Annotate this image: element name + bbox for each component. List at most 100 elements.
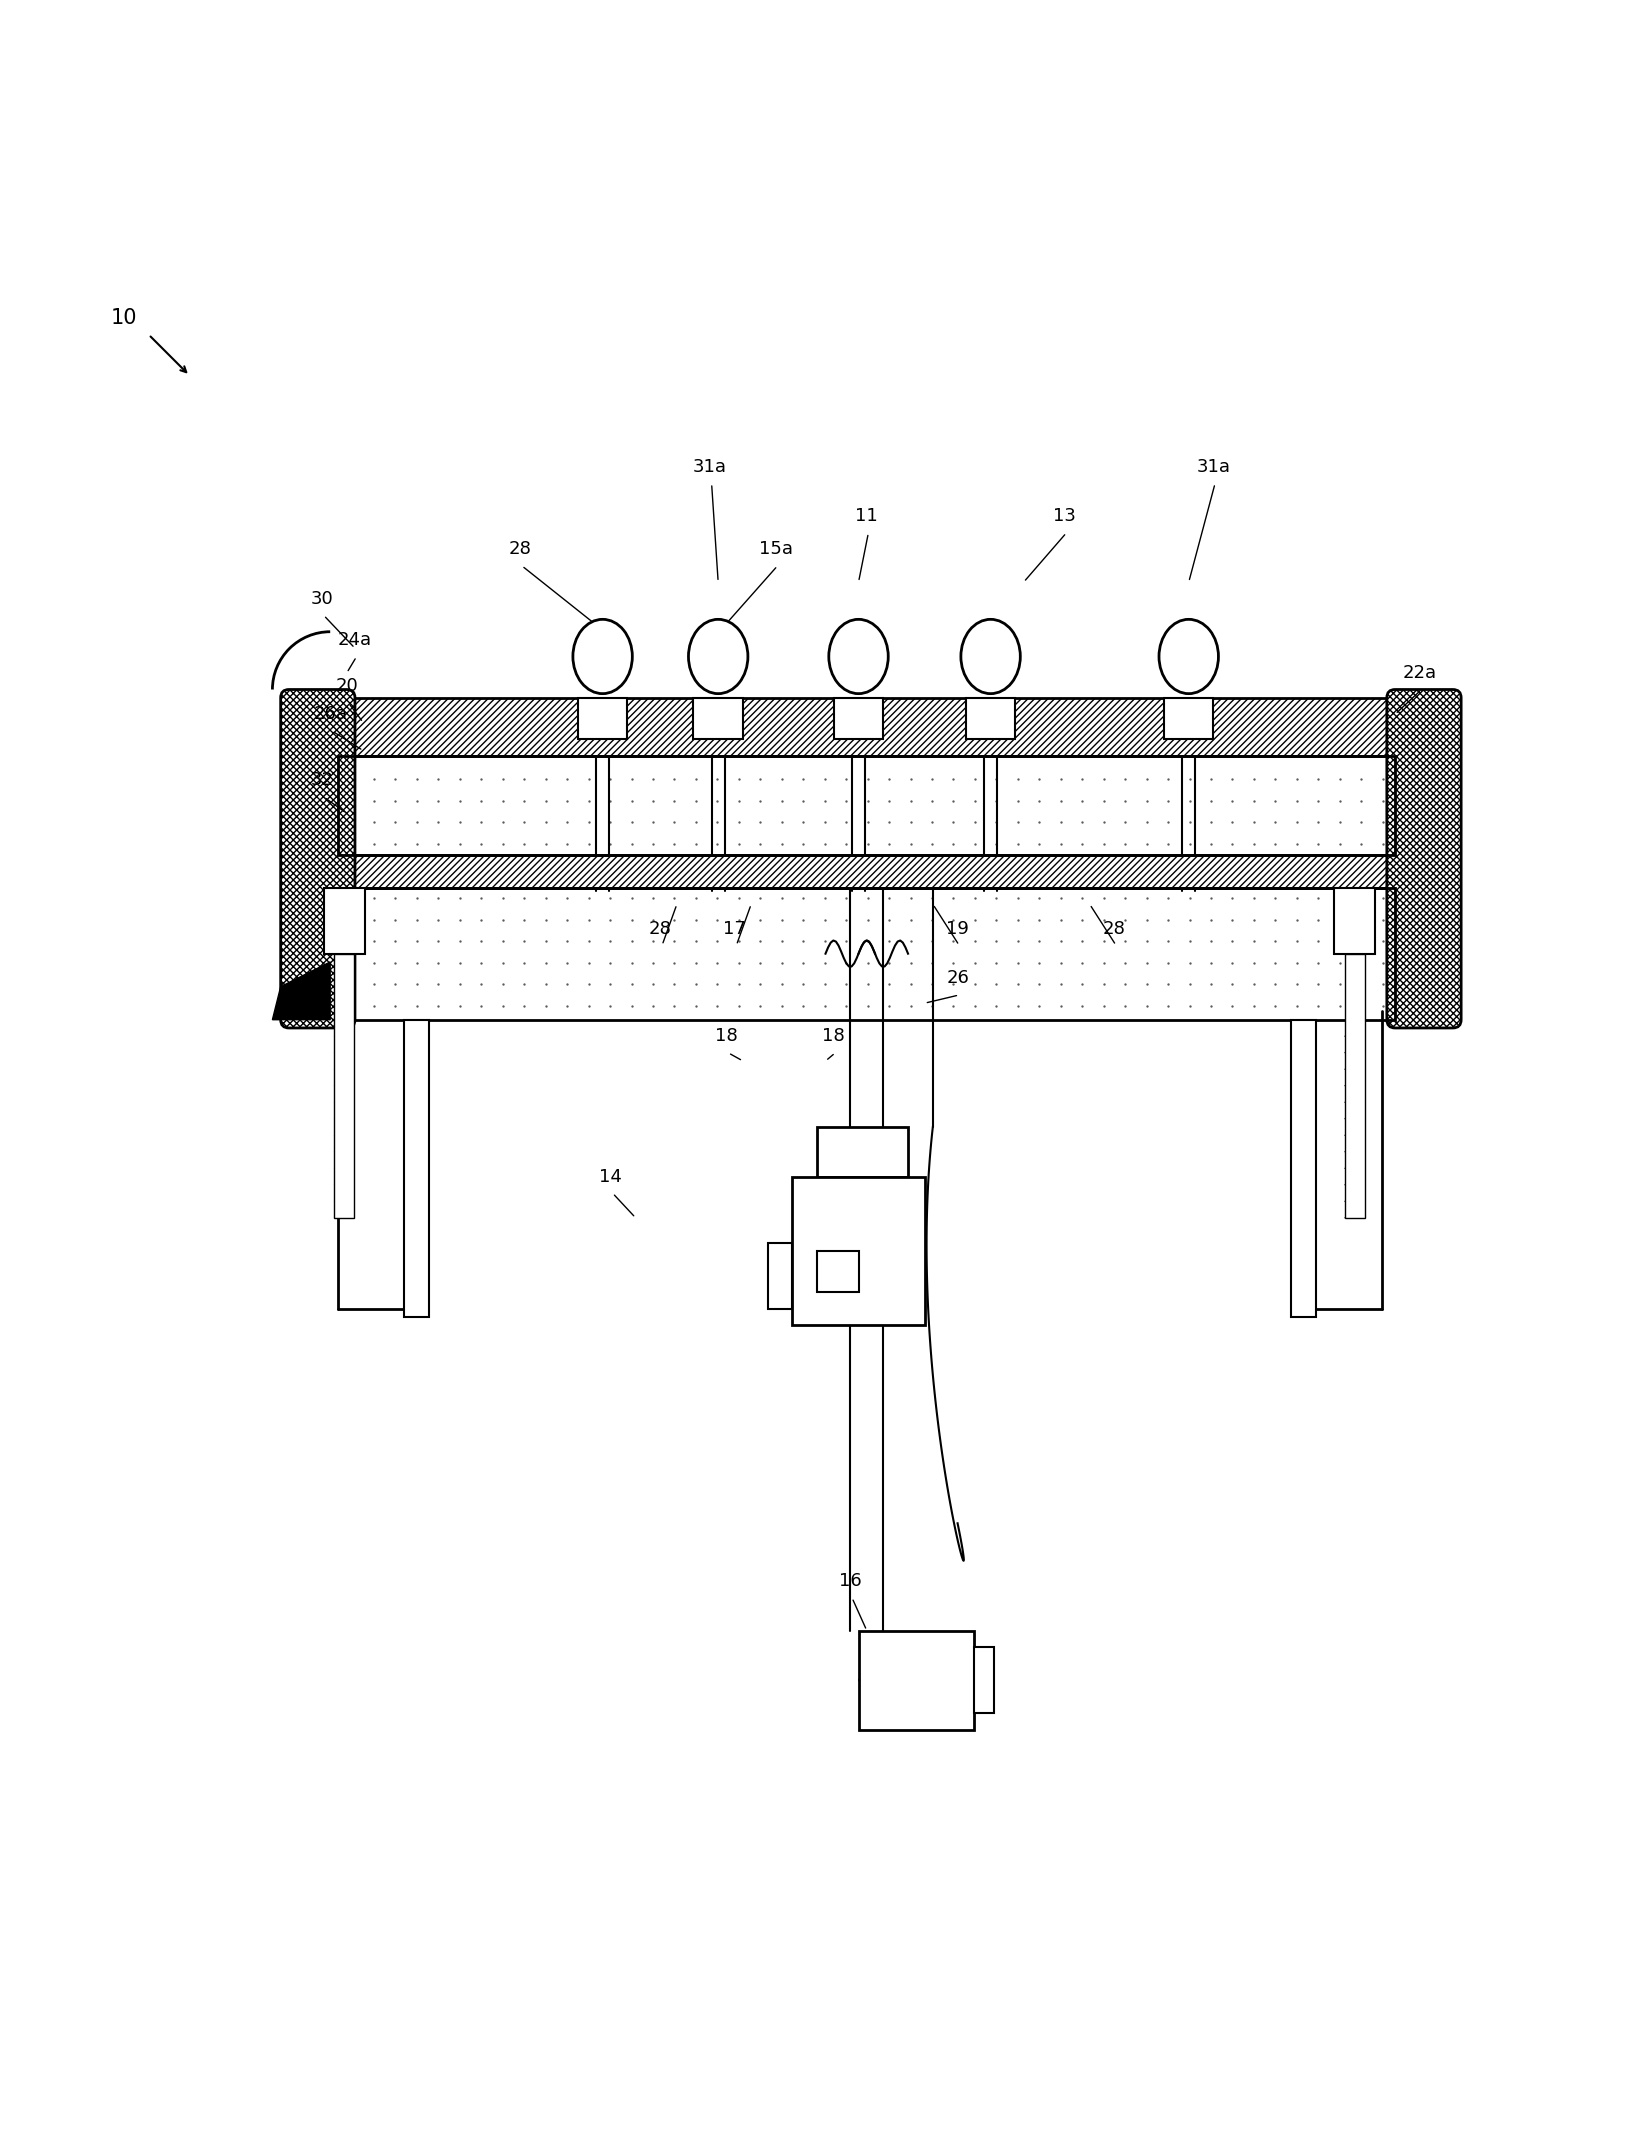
- Point: [705, 903, 731, 937]
- Point: [834, 946, 860, 981]
- Point: [941, 903, 967, 937]
- Point: [490, 989, 517, 1024]
- Point: [1156, 881, 1182, 916]
- Point: [877, 903, 903, 937]
- Point: [705, 946, 731, 981]
- Point: [1134, 763, 1161, 797]
- Point: [403, 924, 429, 959]
- Text: 28: 28: [1103, 920, 1126, 937]
- Point: [1048, 924, 1075, 959]
- Point: [1263, 946, 1289, 981]
- Point: [941, 946, 967, 981]
- Point: [791, 828, 817, 862]
- Point: [941, 968, 967, 1002]
- Point: [1284, 989, 1311, 1024]
- Text: 14: 14: [599, 1168, 622, 1185]
- Point: [512, 946, 538, 981]
- Point: [963, 828, 989, 862]
- Point: [726, 924, 753, 959]
- Point: [855, 903, 882, 937]
- Point: [1134, 989, 1161, 1024]
- Point: [769, 924, 796, 959]
- Point: [1156, 784, 1182, 819]
- Point: [512, 828, 538, 862]
- Point: [791, 989, 817, 1024]
- Point: [984, 903, 1010, 937]
- Point: [855, 784, 882, 819]
- Point: [1263, 924, 1289, 959]
- Point: [662, 881, 688, 916]
- Point: [512, 903, 538, 937]
- Point: [1113, 989, 1139, 1024]
- Point: [812, 924, 839, 959]
- Point: [855, 806, 882, 840]
- Point: [1134, 784, 1161, 819]
- Point: [1242, 946, 1268, 981]
- Point: [984, 784, 1010, 819]
- Point: [963, 784, 989, 819]
- Point: [877, 924, 903, 959]
- Point: [1370, 806, 1397, 840]
- Point: [1284, 924, 1311, 959]
- Point: [834, 763, 860, 797]
- Point: [834, 989, 860, 1024]
- Point: [705, 968, 731, 1002]
- Point: [1156, 806, 1182, 840]
- Point: [641, 806, 667, 840]
- Point: [1306, 903, 1332, 937]
- Point: [619, 828, 646, 862]
- Point: [641, 968, 667, 1002]
- Point: [898, 806, 925, 840]
- Point: [1370, 946, 1397, 981]
- Point: [1220, 784, 1247, 819]
- Point: [360, 828, 386, 862]
- Point: [1284, 828, 1311, 862]
- Point: [619, 881, 646, 916]
- Point: [598, 968, 624, 1002]
- Point: [490, 968, 517, 1002]
- Point: [1263, 903, 1289, 937]
- Point: [855, 828, 882, 862]
- Point: [1005, 924, 1032, 959]
- Point: [1242, 763, 1268, 797]
- Point: [469, 763, 495, 797]
- Point: [1027, 924, 1053, 959]
- Point: [812, 903, 839, 937]
- Bar: [338, 888, 1395, 1019]
- Point: [619, 946, 646, 981]
- Point: [877, 784, 903, 819]
- Point: [576, 924, 603, 959]
- Point: [1070, 806, 1096, 840]
- Point: [1306, 924, 1332, 959]
- Point: [1242, 903, 1268, 937]
- Point: [426, 946, 452, 981]
- Point: [1005, 806, 1032, 840]
- Point: [641, 924, 667, 959]
- Point: [1177, 784, 1204, 819]
- Bar: [404, 1019, 429, 1317]
- Point: [403, 946, 429, 981]
- Point: [576, 946, 603, 981]
- Point: [1091, 968, 1118, 1002]
- Point: [1113, 968, 1139, 1002]
- Point: [1177, 989, 1204, 1024]
- Point: [1005, 763, 1032, 797]
- Point: [1199, 924, 1225, 959]
- Point: [1370, 763, 1397, 797]
- Point: [1284, 881, 1311, 916]
- Ellipse shape: [1159, 618, 1218, 694]
- Point: [555, 784, 581, 819]
- Point: [340, 924, 367, 959]
- Point: [381, 903, 409, 937]
- Point: [598, 806, 624, 840]
- Point: [469, 903, 495, 937]
- Point: [1177, 946, 1204, 981]
- Point: [1177, 806, 1204, 840]
- Point: [555, 903, 581, 937]
- Point: [1177, 903, 1204, 937]
- Point: [1091, 806, 1118, 840]
- Point: [340, 881, 367, 916]
- Point: [490, 903, 517, 937]
- Point: [1284, 946, 1311, 981]
- Text: 24a: 24a: [338, 631, 371, 649]
